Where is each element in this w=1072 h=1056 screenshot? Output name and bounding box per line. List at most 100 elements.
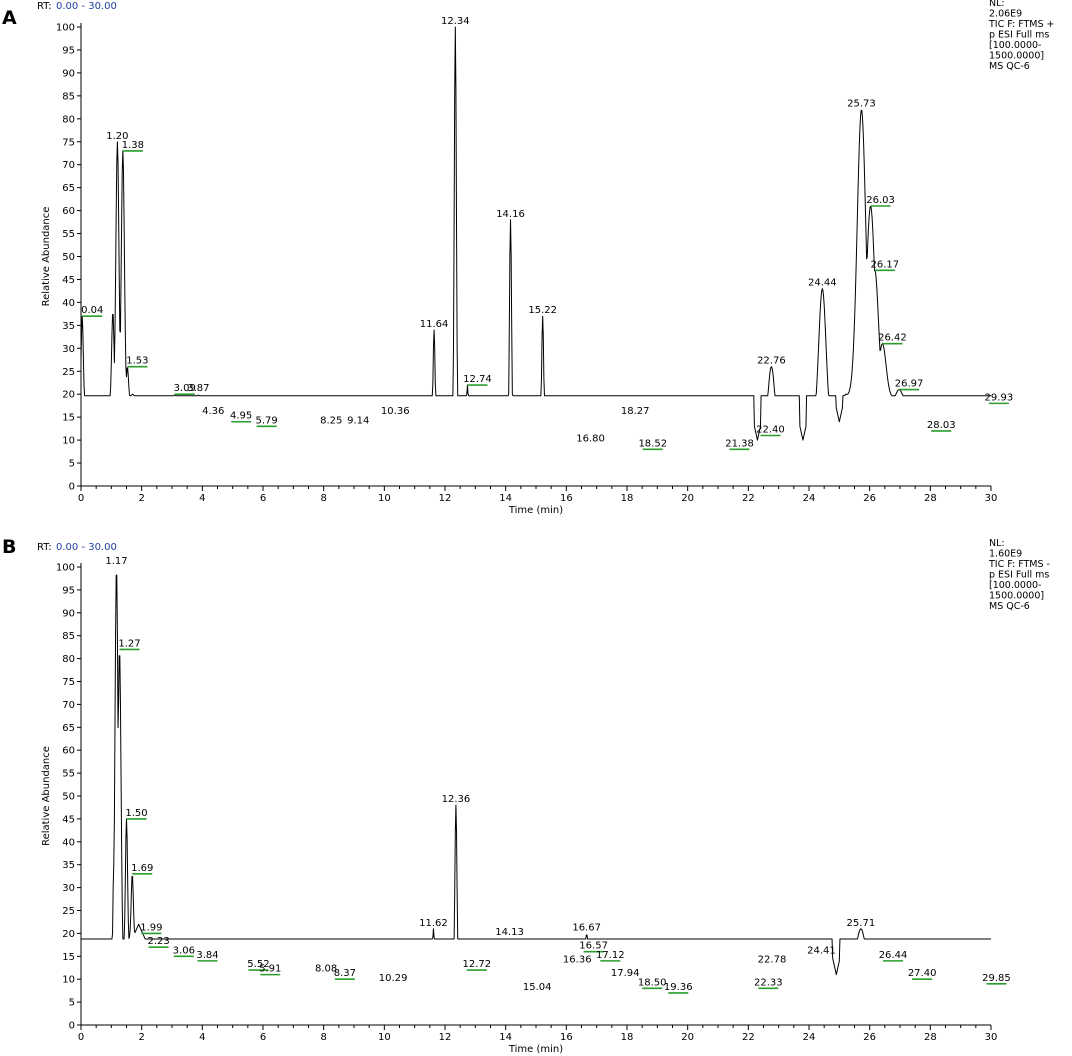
peak-label: 3.87 [187,383,209,394]
info-line: p ESI Full ms [989,570,1049,581]
peak-label: 1.53 [126,356,148,367]
y-tick-label: 15 [62,413,75,424]
x-tick-label: 20 [681,493,694,504]
peak-label: 0.04 [81,305,103,316]
peak-label: 22.33 [754,977,783,988]
x-tick-label: 14 [499,493,512,504]
peak-label: 3.09 [174,383,196,394]
peak-label: 10.29 [379,973,408,984]
x-tick-label: 16 [560,1032,573,1043]
y-tick-label: 80 [62,654,75,665]
panel-b-chromatogram: B RT: 0.00 - 30.00051015202530354045505560… [2,536,1050,1055]
info-line: 1500.0000] [989,51,1044,62]
peak-label: 1.69 [131,863,153,874]
peak-label: 25.73 [847,99,876,110]
peak-label: 1.50 [125,808,147,819]
y-tick-label: 50 [62,252,75,263]
peak-label: 19.36 [664,982,693,993]
peak-label: 17.12 [596,950,625,961]
rt-label: RT: [37,1,52,12]
info-line: TIC F: FTMS - [988,559,1050,570]
y-tick-label: 100 [56,23,75,34]
x-tick-label: 30 [985,493,998,504]
y-tick-label: 45 [62,275,75,286]
x-tick-label: 2 [138,1032,144,1043]
x-tick-label: 8 [320,493,326,504]
y-tick-label: 55 [62,769,75,780]
y-axis-title: Relative Abundance [41,746,52,846]
peak-label: 22.78 [758,954,787,965]
x-tick-label: 6 [260,493,266,504]
peak-label: 18.27 [621,406,650,417]
y-tick-label: 35 [62,860,75,871]
peak-label: 1.27 [118,638,140,649]
info-line: NL: [989,0,1005,9]
y-tick-label: 50 [62,792,75,803]
info-line: MS QC-6 [989,61,1030,72]
x-tick-label: 26 [863,493,876,504]
y-tick-label: 90 [62,68,75,79]
info-line: p ESI Full ms [989,30,1049,41]
peak-label: 15.22 [528,305,557,316]
peak-label: 1.20 [106,131,128,142]
rt-range: 0.00 - 30.00 [56,1,117,12]
y-tick-label: 30 [62,883,75,894]
x-tick-label: 22 [742,493,755,504]
panel-letter: A [2,7,17,29]
x-tick-label: 2 [138,493,144,504]
chromatogram-trace [81,574,991,976]
y-tick-label: 30 [62,344,75,355]
y-axis-title: Relative Abundance [41,207,52,307]
peak-label: 8.08 [315,964,337,975]
y-tick-label: 65 [62,183,75,194]
y-tick-label: 10 [62,975,75,986]
chromatogram-trace [80,26,991,441]
y-tick-label: 55 [62,229,75,240]
y-tick-label: 40 [62,298,75,309]
peak-label: 18.50 [638,977,667,988]
x-tick-label: 12 [439,1032,452,1043]
peak-label: 5.91 [259,964,281,975]
x-tick-label: 28 [924,1032,937,1043]
y-tick-label: 75 [62,677,75,688]
y-tick-label: 80 [62,114,75,125]
y-tick-label: 85 [62,631,75,642]
peak-label: 26.03 [866,195,895,206]
peak-label: 24.44 [808,278,837,289]
peak-label: 8.37 [334,968,356,979]
x-tick-label: 0 [78,1032,84,1043]
y-tick-label: 5 [69,998,75,1009]
y-tick-label: 85 [62,91,75,102]
y-tick-label: 95 [62,585,75,596]
x-tick-label: 18 [621,1032,634,1043]
x-tick-label: 24 [803,1032,816,1043]
peak-label: 22.40 [756,425,785,436]
y-tick-label: 20 [62,390,75,401]
x-tick-label: 4 [199,1032,205,1043]
y-tick-label: 40 [62,837,75,848]
peak-label: 11.62 [419,918,448,929]
x-tick-label: 26 [863,1032,876,1043]
info-line: 2.06E9 [989,9,1022,20]
x-tick-label: 30 [985,1032,998,1043]
info-line: NL: [989,538,1005,549]
panel-a-chromatogram: ART: 0.00 - 30.00051015202530354045505560… [2,0,1055,516]
y-tick-label: 20 [62,929,75,940]
y-tick-label: 90 [62,608,75,619]
x-tick-label: 18 [621,493,634,504]
peak-label: 4.95 [230,411,252,422]
peak-label: 10.36 [381,406,410,417]
y-tick-label: 75 [62,137,75,148]
y-tick-label: 0 [69,482,75,493]
y-tick-label: 15 [62,952,75,963]
peak-label: 17.94 [611,968,640,979]
info-line: [100.0000- [989,580,1041,591]
peak-label: 22.76 [757,356,786,367]
info-line: TIC F: FTMS + [988,19,1055,30]
info-line: 1500.0000] [989,591,1044,602]
peak-label: 18.52 [638,438,667,449]
x-axis-title: Time (min) [508,1044,563,1055]
peak-label: 2.23 [148,936,170,947]
info-line: 1.60E9 [989,549,1022,560]
y-tick-label: 70 [62,700,75,711]
